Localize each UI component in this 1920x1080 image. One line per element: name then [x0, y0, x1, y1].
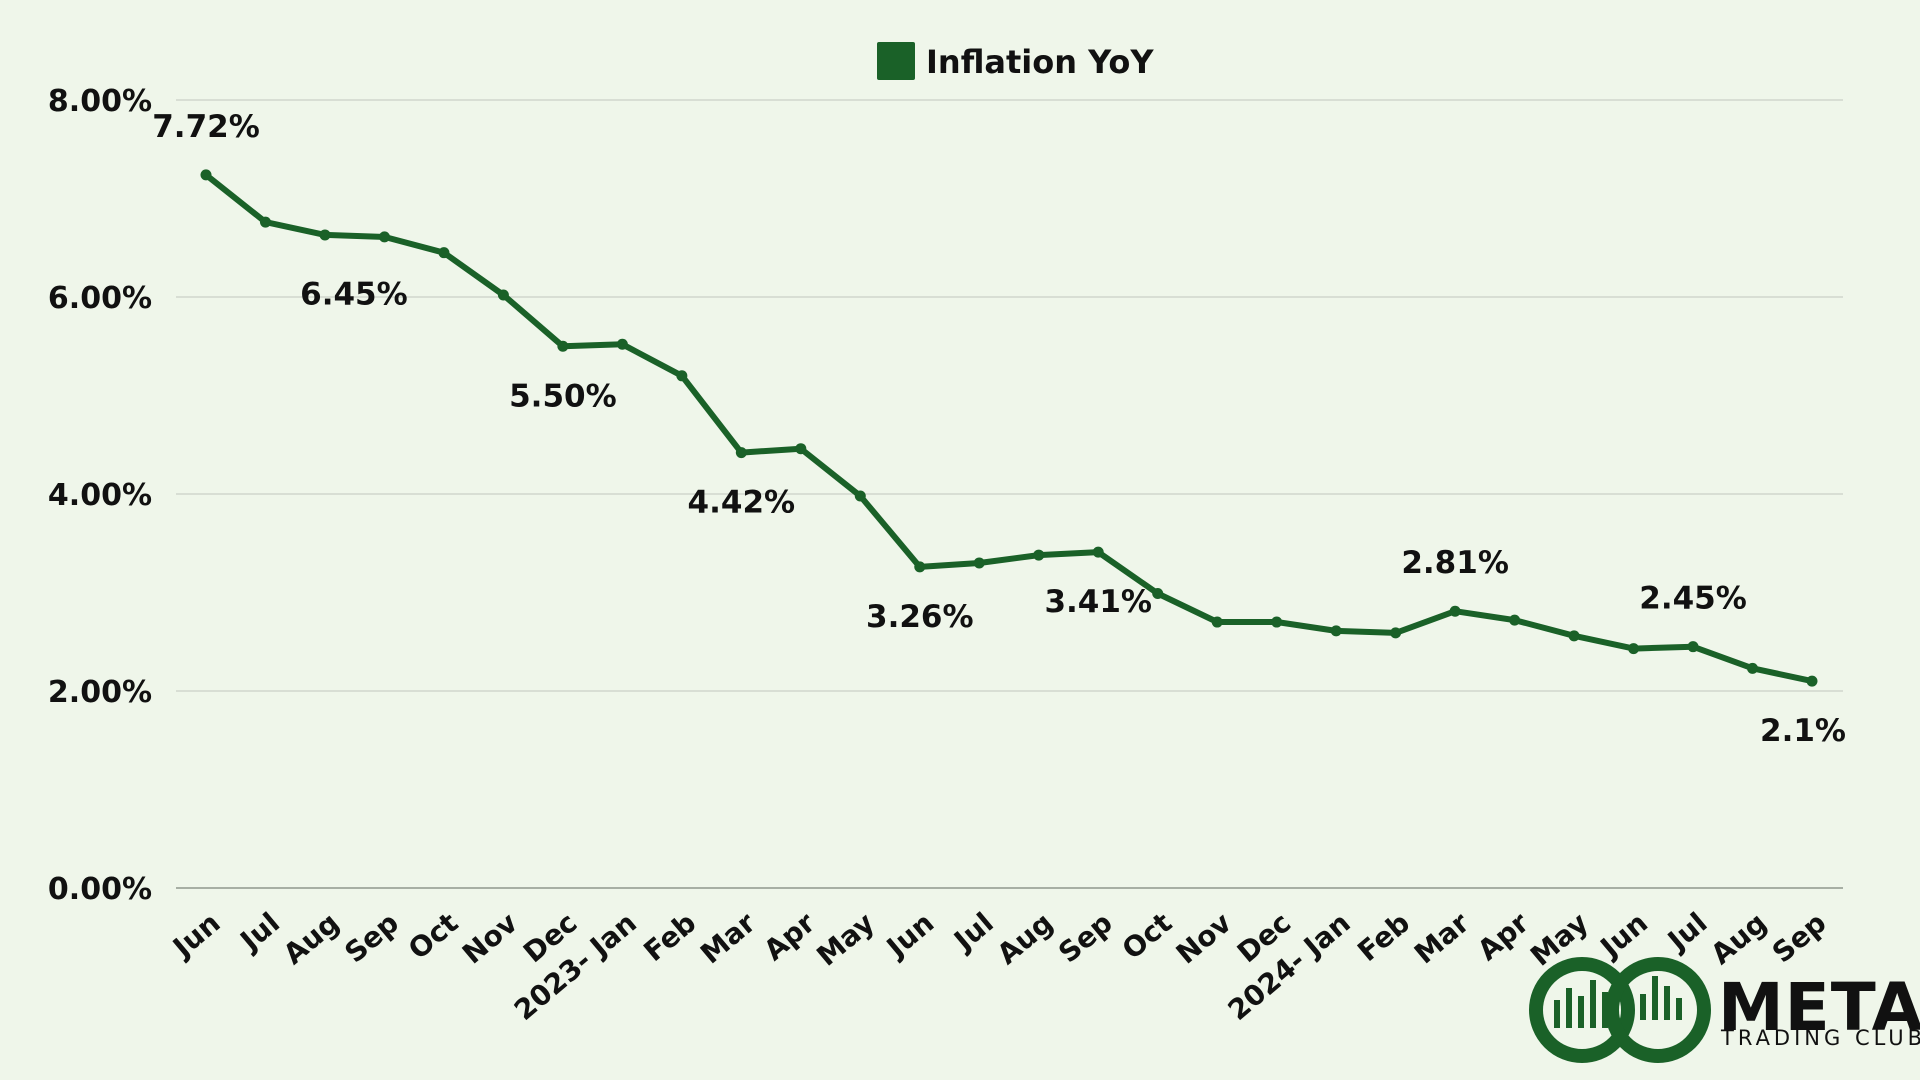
data-label: 5.50% — [509, 378, 617, 414]
x-tick-label: Oct — [402, 906, 464, 966]
x-tick-label: May — [810, 906, 880, 973]
data-label: 2.45% — [1639, 581, 1747, 617]
gridlines — [176, 99, 1843, 889]
x-tick-label: Feb — [637, 906, 702, 968]
logo-subtitle: TRADING CLUB — [1720, 1026, 1920, 1050]
x-tick-label: Jun — [165, 906, 226, 965]
x-tick-label: Apr — [1471, 906, 1535, 967]
data-point[interactable] — [1628, 643, 1640, 655]
data-point[interactable] — [914, 561, 926, 573]
data-label: 6.45% — [300, 277, 408, 313]
y-tick-label: 4.00% — [48, 478, 152, 513]
data-point[interactable] — [854, 490, 866, 502]
data-point[interactable] — [1033, 549, 1045, 561]
data-point[interactable] — [1449, 605, 1461, 617]
data-label: 4.42% — [688, 485, 796, 521]
legend[interactable]: Inflation YoY — [877, 42, 1154, 81]
x-tick-label: Sep — [1052, 906, 1119, 969]
x-tick-label: Sep — [1766, 906, 1833, 969]
data-point[interactable] — [557, 340, 569, 352]
data-label: 7.72% — [152, 109, 260, 145]
data-point[interactable] — [973, 557, 985, 569]
data-point[interactable] — [259, 216, 271, 228]
data-point[interactable] — [1806, 675, 1818, 687]
y-axis-ticks: 0.00% 2.00% 4.00% 6.00% 8.00% — [48, 84, 152, 907]
data-point[interactable] — [378, 231, 390, 243]
x-tick-label: Apr — [758, 906, 822, 967]
x-tick-label: Aug — [1705, 906, 1773, 971]
data-point[interactable] — [1390, 627, 1402, 639]
series-line — [203, 171, 1815, 685]
data-point[interactable] — [735, 447, 747, 459]
data-point[interactable] — [438, 247, 450, 259]
y-tick-label: 0.00% — [48, 872, 152, 907]
data-point[interactable] — [1687, 641, 1699, 653]
x-tick-label: Aug — [277, 906, 345, 971]
x-tick-label: Sep — [338, 906, 405, 969]
data-point[interactable] — [795, 443, 807, 455]
data-point[interactable] — [1152, 587, 1164, 599]
data-label: 3.41% — [1044, 584, 1152, 620]
data-point[interactable] — [1330, 625, 1342, 637]
data-labels: 7.72% 6.45% 5.50% 4.42% 3.26% 3.41% 2.81% 2.45%… — [152, 109, 1846, 749]
legend-label: Inflation YoY — [926, 43, 1154, 81]
x-tick-label: Oct — [1116, 906, 1178, 966]
x-tick-label: Feb — [1351, 906, 1416, 968]
infinity-bars-logo-icon — [1529, 957, 1711, 1063]
data-point[interactable] — [1271, 616, 1283, 628]
x-tick-label: Mar — [1408, 906, 1476, 970]
x-tick-label: Nov — [456, 906, 524, 970]
y-tick-label: 6.00% — [48, 281, 152, 316]
data-label: 3.26% — [866, 599, 974, 635]
x-tick-label: Jul — [233, 906, 286, 958]
x-tick-label: Jul — [946, 906, 999, 958]
x-tick-label: Jun — [1593, 906, 1654, 965]
meta-trading-club-logo: META TRADING CLUB — [1529, 957, 1920, 1063]
x-tick-label: Mar — [694, 906, 762, 970]
x-tick-label: Aug — [991, 906, 1059, 971]
data-point[interactable] — [616, 338, 628, 350]
series-inflation-yoy — [200, 169, 1818, 687]
x-tick-label: Jul — [1660, 906, 1713, 958]
y-tick-label: 2.00% — [48, 675, 152, 710]
logo-name: META — [1718, 969, 1920, 1046]
x-tick-label: Jun — [879, 906, 940, 965]
data-point[interactable] — [1092, 546, 1104, 558]
data-point[interactable] — [1568, 630, 1580, 642]
legend-swatch — [877, 42, 915, 80]
data-point[interactable] — [676, 370, 688, 382]
data-point[interactable] — [1211, 616, 1223, 628]
data-point[interactable] — [200, 169, 212, 181]
x-tick-label: Nov — [1170, 906, 1238, 970]
data-label: 2.1% — [1760, 713, 1846, 749]
y-tick-label: 8.00% — [48, 84, 152, 119]
data-point[interactable] — [1509, 614, 1521, 626]
data-point[interactable] — [497, 289, 509, 301]
data-label: 2.81% — [1401, 545, 1509, 581]
data-point[interactable] — [1747, 662, 1759, 674]
data-point[interactable] — [319, 229, 331, 241]
